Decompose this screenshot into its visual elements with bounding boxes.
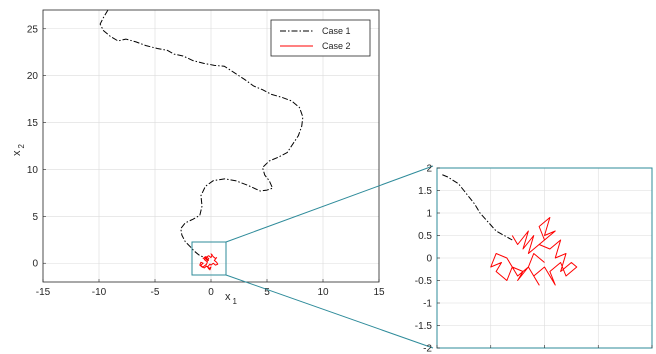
zoom-connector-top xyxy=(225,165,434,243)
y-axis-label: x2 xyxy=(11,143,26,156)
x-tick-label: 0 xyxy=(208,287,214,298)
y-tick-label: 25 xyxy=(27,24,39,35)
x-tick-label: 15 xyxy=(373,287,385,298)
y-tick-label: 15 xyxy=(27,118,39,129)
y-tick-label: 1 xyxy=(426,209,432,220)
y-tick-label: 0 xyxy=(426,254,432,265)
zoom-connector-bottom xyxy=(225,274,434,349)
y-tick-label: -1 xyxy=(423,299,432,310)
main-tick-labels: -15 -10 -5 0 5 10 15 0 5 10 15 20 25 xyxy=(27,24,385,298)
series-line-case-1 xyxy=(99,9,304,261)
zoom-region-box xyxy=(191,241,227,276)
series-line-case-1 xyxy=(442,174,513,241)
y-tick-label: -0.5 xyxy=(415,276,433,287)
y-tick-label: 20 xyxy=(27,71,39,82)
series-line-case-2 xyxy=(199,253,219,271)
x-tick-label: 5 xyxy=(264,287,270,298)
series-line-case-2 xyxy=(490,217,578,286)
y-tick-label: 0.5 xyxy=(418,231,432,242)
y-tick-label: 2 xyxy=(426,164,432,175)
inset-series xyxy=(442,174,578,286)
legend-label-case-2: Case 2 xyxy=(322,41,351,51)
main-ticks xyxy=(42,28,380,282)
y-tick-label: -1.5 xyxy=(415,321,433,332)
x-tick-label: -5 xyxy=(151,287,160,298)
svg-text:x2: x2 xyxy=(11,143,26,156)
legend-label-case-1: Case 1 xyxy=(322,26,351,36)
y-tick-label: 0 xyxy=(32,259,38,270)
main-series xyxy=(99,9,304,271)
x-tick-label: 10 xyxy=(317,287,329,298)
y-tick-label: 10 xyxy=(27,165,39,176)
y-tick-label: 5 xyxy=(32,212,38,223)
y-tick-label: 1.5 xyxy=(418,186,432,197)
x-tick-label: -10 xyxy=(92,287,107,298)
y-tick-label: -2 xyxy=(423,344,432,354)
x-axis-label-subscript: 1 xyxy=(233,297,238,306)
main-grid xyxy=(42,10,380,282)
inset-tick-labels: -2-1012-2-1.5-1-0.500.511.52 xyxy=(415,164,655,354)
x-tick-label: -15 xyxy=(36,287,51,298)
y-axis-label-subscript: 2 xyxy=(17,143,26,148)
inset-ticks xyxy=(436,167,653,349)
legend-box xyxy=(270,19,371,57)
inset-axes: -2-1012-2-1.5-1-0.500.511.52 xyxy=(415,164,655,354)
legend: Case 1 Case 2 xyxy=(270,19,371,57)
